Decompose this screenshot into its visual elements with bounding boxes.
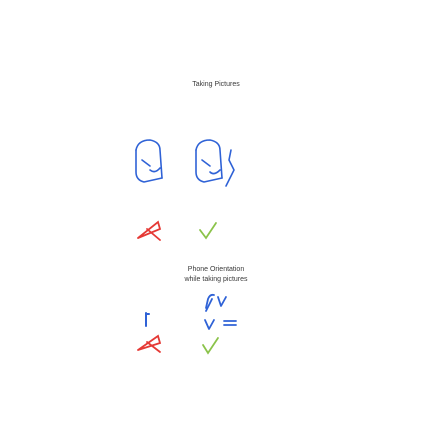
check-mark-icon — [199, 222, 217, 240]
check-mark-icon — [202, 337, 219, 355]
rotate-arrows-icon — [204, 293, 237, 330]
section-title-phone-orientation: Phone Orientation — [187, 266, 245, 273]
phone-upright-icon — [195, 139, 235, 187]
phone-tilted-icon — [135, 139, 163, 183]
section-subtitle-while-taking-pictures: while taking pictures — [184, 276, 248, 283]
cross-mark-icon — [137, 334, 162, 353]
cross-mark-icon — [137, 220, 162, 241]
section-title-taking-pictures: Taking Pictures — [192, 81, 240, 88]
phone-slim-icon — [145, 312, 150, 327]
